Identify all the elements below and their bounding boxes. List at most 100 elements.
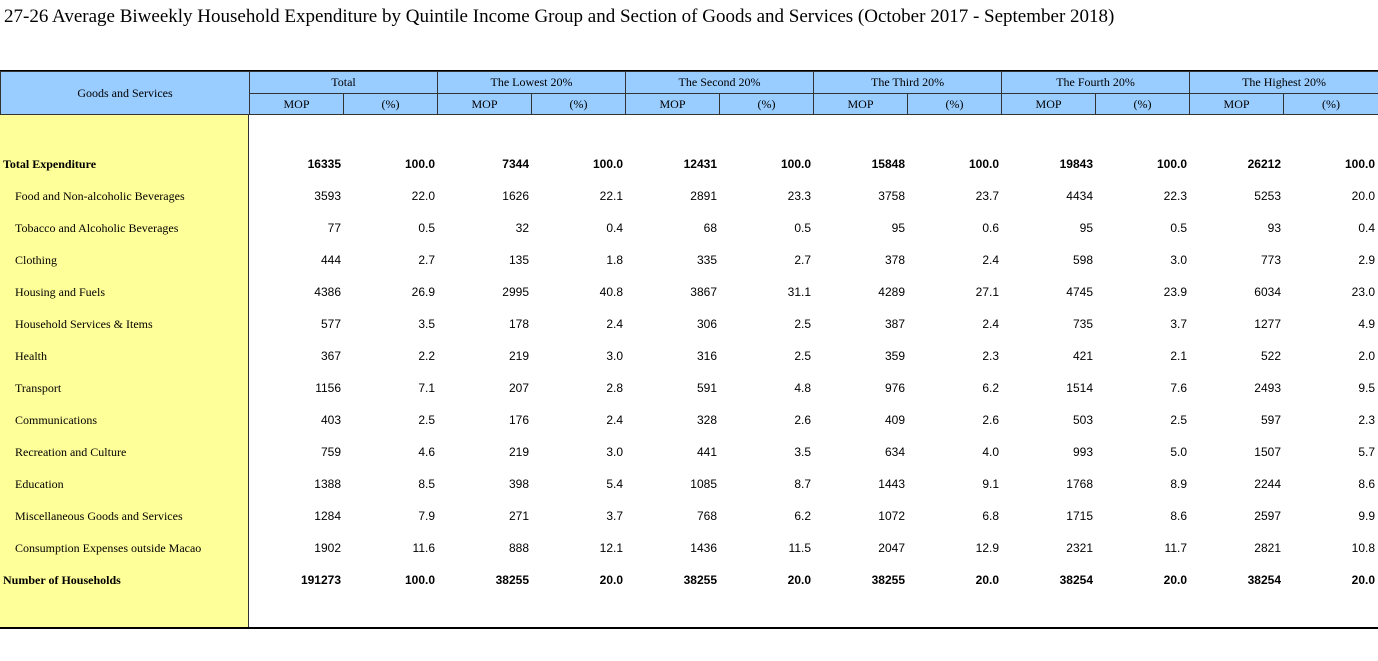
cell-pct: 11.6 xyxy=(412,541,435,555)
row-label: Health xyxy=(15,349,47,363)
cell-mop: 2493 xyxy=(1254,381,1281,395)
label-column-background xyxy=(0,115,249,627)
cell-mop: 591 xyxy=(696,381,717,395)
cell-mop: 378 xyxy=(884,253,905,267)
cell-mop: 6034 xyxy=(1254,285,1281,299)
cell-pct: 9.5 xyxy=(1358,381,1375,395)
cell-mop: 993 xyxy=(1072,445,1093,459)
cell-mop: 2995 xyxy=(502,285,529,299)
cell-pct: 2.1 xyxy=(1170,349,1187,363)
cell-pct: 8.9 xyxy=(1170,477,1187,491)
cell-mop: 634 xyxy=(884,445,905,459)
cell-mop: 4745 xyxy=(1066,285,1093,299)
table-row: Communications 403 2.5 176 2.4 328 2.6 409 2.6 50… xyxy=(0,404,1378,436)
cell-mop: 1388 xyxy=(314,477,341,491)
header-group-lowest: The Lowest 20% xyxy=(436,71,627,94)
cell-mop: 1902 xyxy=(314,541,341,555)
cell-pct: 2.7 xyxy=(418,253,435,267)
cell-mop: 759 xyxy=(320,445,341,459)
cell-pct: 20.0 xyxy=(975,573,999,587)
cell-pct: 12.9 xyxy=(975,541,999,555)
row-label: Transport xyxy=(15,381,62,395)
cell-mop: 77 xyxy=(327,221,341,235)
table-row: Household Services & Items 577 3.5 178 2.4 30… xyxy=(0,308,1378,340)
table-row: Recreation and Culture 759 4.6 219 3.0 441 3.5… xyxy=(0,436,1378,468)
cell-pct: 8.5 xyxy=(418,477,435,491)
cell-mop: 38255 xyxy=(683,573,717,587)
cell-pct: 11.7 xyxy=(1164,541,1187,555)
cell-pct: 3.0 xyxy=(606,445,623,459)
row-label: Number of Households xyxy=(3,573,121,587)
header-mop: MOP xyxy=(625,93,721,115)
cell-mop: 16335 xyxy=(307,157,341,171)
row-label: Communications xyxy=(15,413,97,427)
cell-pct: 0.5 xyxy=(794,221,811,235)
cell-pct: 23.9 xyxy=(1163,285,1187,299)
cell-mop: 32 xyxy=(515,221,529,235)
header-group-second: The Second 20% xyxy=(625,71,815,94)
cell-mop: 15848 xyxy=(871,157,905,171)
cell-pct: 0.5 xyxy=(1170,221,1187,235)
table-row: Consumption Expenses outside Macao 1902 11… xyxy=(0,532,1378,564)
cell-mop: 1284 xyxy=(314,509,341,523)
cell-pct: 3.7 xyxy=(1170,317,1187,331)
row-label: Recreation and Culture xyxy=(15,445,127,459)
cell-pct: 6.2 xyxy=(982,381,999,395)
cell-mop: 1768 xyxy=(1066,477,1093,491)
cell-pct: 100.0 xyxy=(404,573,435,587)
table-row: Tobacco and Alcoholic Beverages 77 0.5 32 0.… xyxy=(0,212,1378,244)
cell-mop: 387 xyxy=(884,317,905,331)
cell-mop: 577 xyxy=(320,317,341,331)
cell-mop: 597 xyxy=(1260,413,1281,427)
cell-mop: 3867 xyxy=(690,285,717,299)
cell-pct: 22.3 xyxy=(1163,189,1187,203)
cell-pct: 100.0 xyxy=(968,157,999,171)
cell-mop: 3758 xyxy=(878,189,905,203)
cell-pct: 20.0 xyxy=(1351,189,1375,203)
cell-mop: 26212 xyxy=(1247,157,1281,171)
cell-pct: 23.0 xyxy=(1351,285,1375,299)
row-label: Housing and Fuels xyxy=(15,285,105,299)
cell-mop: 68 xyxy=(703,221,717,235)
table-header: Goods and Services Total The Lowest 20% … xyxy=(0,71,1378,115)
cell-mop: 2244 xyxy=(1254,477,1281,491)
cell-pct: 23.7 xyxy=(975,189,999,203)
cell-pct: 0.4 xyxy=(606,221,623,235)
cell-pct: 7.6 xyxy=(1170,381,1187,395)
table-row: Health 367 2.2 219 3.0 316 2.5 359 2.3 421 2.1 522 2… xyxy=(0,340,1378,372)
cell-mop: 2047 xyxy=(878,541,905,555)
cell-pct: 2.5 xyxy=(1170,413,1187,427)
cell-pct: 2.3 xyxy=(1358,413,1375,427)
cell-mop: 2597 xyxy=(1254,509,1281,523)
cell-mop: 1443 xyxy=(878,477,905,491)
cell-pct: 27.1 xyxy=(975,285,999,299)
cell-mop: 7344 xyxy=(502,157,529,171)
table-row: Miscellaneous Goods and Services 1284 7.9 2… xyxy=(0,500,1378,532)
cell-mop: 359 xyxy=(884,349,905,363)
header-group-fourth: The Fourth 20% xyxy=(1001,71,1191,94)
cell-mop: 3593 xyxy=(314,189,341,203)
header-pct: (%) xyxy=(530,93,627,115)
cell-pct: 100.0 xyxy=(592,157,623,171)
cell-pct: 8.7 xyxy=(794,477,811,491)
header-mop: MOP xyxy=(249,93,344,115)
cell-pct: 100.0 xyxy=(1344,157,1375,171)
cell-mop: 306 xyxy=(696,317,717,331)
header-group-third: The Third 20% xyxy=(813,71,1003,94)
cell-mop: 191273 xyxy=(300,573,341,587)
table-row: Number of Households 191273 100.0 38255 20.0… xyxy=(0,564,1378,596)
cell-pct: 2.9 xyxy=(1358,253,1375,267)
header-group-total: Total xyxy=(249,71,438,94)
cell-pct: 20.0 xyxy=(787,573,811,587)
cell-mop: 976 xyxy=(884,381,905,395)
table-row: Total Expenditure 16335 100.0 7344 100.0 1243… xyxy=(0,148,1378,180)
cell-mop: 1514 xyxy=(1066,381,1093,395)
cell-mop: 1507 xyxy=(1254,445,1281,459)
row-label: Consumption Expenses outside Macao xyxy=(15,541,202,555)
cell-pct: 2.6 xyxy=(794,413,811,427)
cell-pct: 2.5 xyxy=(794,317,811,331)
cell-mop: 95 xyxy=(891,221,905,235)
cell-mop: 38254 xyxy=(1247,573,1281,587)
cell-pct: 20.0 xyxy=(1351,573,1375,587)
cell-pct: 2.5 xyxy=(418,413,435,427)
